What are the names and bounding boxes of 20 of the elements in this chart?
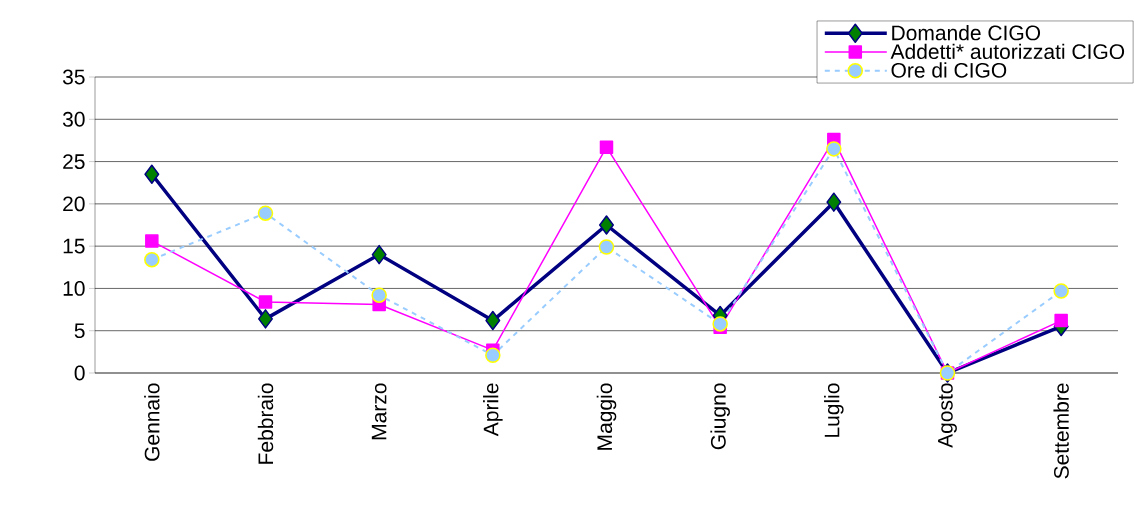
y-tick-label: 25 [63,154,85,170]
y-tick-label: 30 [62,111,85,127]
x-tick-label: Febbraio [257,383,274,464]
x-tick-label: Aprile [483,383,503,437]
x-tick-label: Gennaio [144,383,160,461]
y-tick-label: 0 [74,365,85,381]
y-tick-label: 20 [63,196,85,212]
x-tick-label: Luglio [824,383,844,437]
x-tick-label: Agosto [938,383,957,448]
legend-label: Addetti* autorizzati CIGO [890,43,1125,60]
legend-label: Ore di CIGO [891,62,1007,78]
x-tick-label: Settembre [1053,383,1069,479]
y-tick-label: 10 [63,281,85,296]
y-tick-label: 15 [63,238,85,254]
x-tick-label: Maggio [596,383,617,450]
x-tick-label: Giugno [710,383,730,450]
legend-label: Domande CIGO [892,24,1041,41]
y-tick-label: 35 [62,69,85,85]
y-tick-label: 5 [74,323,85,339]
x-tick-label: Marzo [371,383,387,440]
